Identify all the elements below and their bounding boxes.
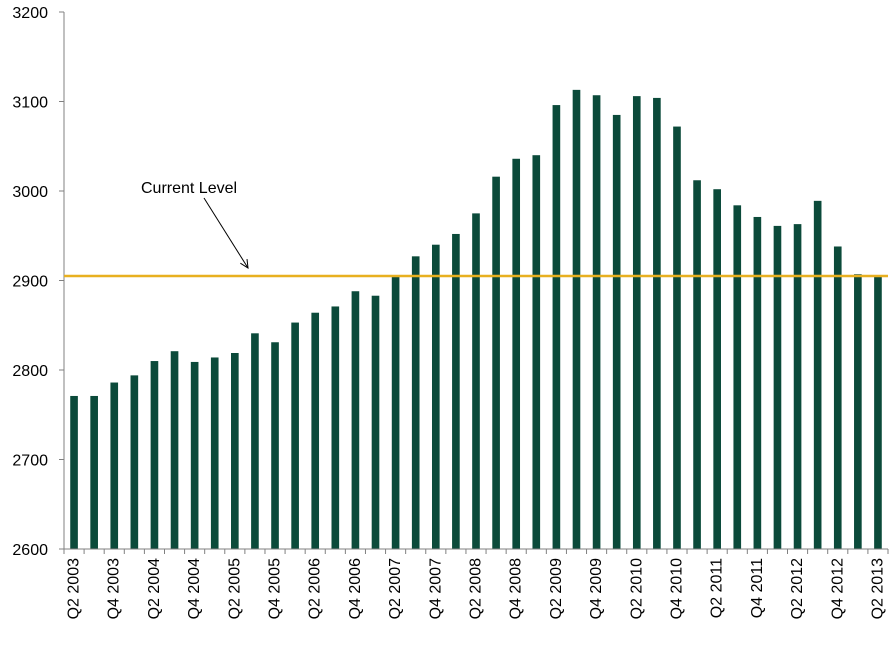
- y-tick-label-2900: 2900: [12, 274, 48, 291]
- x-tick-label-q2-2010: Q2 2010: [628, 558, 645, 619]
- y-tick-label-3200: 3200: [12, 5, 48, 22]
- bar-q3-2003: [90, 395, 98, 549]
- bar-q1-2004: [130, 375, 139, 549]
- bar-q4-2004: [190, 361, 199, 549]
- x-tick-label-q2-2003: Q2 2003: [66, 558, 83, 619]
- bar-q1-2012: [773, 225, 782, 549]
- x-axis: Q2 2003 Q4 2003 Q2 2004 Q4 2004 Q2 2005 Q4 20…: [63, 548, 889, 619]
- bar-q4-2012: [833, 246, 842, 550]
- x-tick-label-q4-2004: Q4 2004: [186, 558, 203, 619]
- x-tick-label-q2-2012: Q2 2012: [789, 558, 806, 619]
- bar-q2-2009: [552, 105, 561, 549]
- y-tick-label-2800: 2800: [12, 363, 48, 380]
- x-tick-label-q2-2004: Q2 2004: [146, 558, 163, 619]
- bar-q1-2006: [291, 322, 299, 549]
- bar-q2-2004: [150, 361, 159, 549]
- bar-q4-2007: [431, 244, 440, 549]
- x-tick-label-q2-2013: Q2 2013: [869, 558, 886, 619]
- x-tick-label-q2-2006: Q2 2006: [307, 558, 324, 619]
- bar-q2-2010: [632, 96, 641, 549]
- bar-q4-2011: [753, 216, 762, 549]
- bar-q2-2006: [311, 312, 320, 549]
- x-tick-label-q2-2005: Q2 2005: [226, 558, 243, 619]
- annotation-arrow: [203, 197, 249, 269]
- y-tick-label-2700: 2700: [12, 453, 48, 470]
- bar-q1-2010: [612, 114, 621, 550]
- bar-q4-2009: [592, 95, 601, 550]
- bar-q4-2010: [673, 126, 681, 549]
- bar-q1-2013: [854, 274, 862, 549]
- x-tick-label-q2-2008: Q2 2008: [468, 558, 485, 619]
- y-tick-label-3000: 3000: [12, 184, 48, 201]
- reference-line-group: Current Level: [64, 180, 888, 278]
- bar-q3-2011: [733, 205, 742, 549]
- x-tick-label-q2-2007: Q2 2007: [387, 558, 404, 619]
- bar-q3-2010: [653, 97, 661, 550]
- x-tick-label-q2-2009: Q2 2009: [548, 558, 565, 619]
- bar-q3-2012: [813, 200, 822, 549]
- y-tick-label-2600: 2600: [12, 542, 48, 559]
- x-tick-label-q4-2005: Q4 2005: [267, 558, 284, 619]
- bar-q3-2006: [331, 306, 340, 549]
- arrowhead-icon: [240, 259, 249, 269]
- x-tick-label-q4-2007: Q4 2007: [427, 558, 444, 619]
- current-level-label: Current Level: [141, 180, 237, 197]
- bar-q2-2013: [874, 276, 882, 549]
- bar-q1-2007: [371, 295, 380, 549]
- bar-q1-2008: [452, 233, 460, 549]
- x-tick-label-q4-2003: Q4 2003: [106, 558, 123, 619]
- bar-q2-2003: [70, 395, 78, 549]
- bar-q3-2004: [170, 351, 179, 549]
- x-tick-label-q4-2012: Q4 2012: [829, 558, 846, 619]
- bar-q1-2005: [210, 357, 219, 549]
- x-tick-label-q2-2011: Q2 2011: [709, 558, 726, 618]
- x-tick-label-q4-2011: Q4 2011: [749, 558, 766, 618]
- x-tick-label-q4-2006: Q4 2006: [347, 558, 364, 619]
- bar-q3-2007: [411, 256, 420, 549]
- bar-q1-2009: [532, 155, 541, 549]
- bar-q1-2011: [693, 180, 701, 549]
- bar-q4-2008: [512, 158, 521, 549]
- bar-q2-2005: [231, 353, 239, 549]
- bar-q2-2011: [713, 189, 721, 549]
- bar-q2-2012: [793, 224, 802, 549]
- x-tick-label-q4-2010: Q4 2010: [668, 558, 685, 619]
- bar-q4-2003: [110, 382, 119, 549]
- bar-q4-2005: [271, 342, 279, 549]
- y-tick-label-3100: 3100: [12, 95, 48, 112]
- bar-q4-2006: [351, 291, 360, 549]
- bar-q3-2008: [492, 176, 500, 549]
- x-tick-label-q4-2008: Q4 2008: [508, 558, 525, 619]
- bar-q3-2005: [251, 333, 259, 549]
- bar-q3-2009: [572, 89, 581, 550]
- y-axis: 2600 2700 2800 2900 3000 3100 3200: [12, 5, 65, 559]
- bar-q2-2008: [472, 213, 480, 550]
- bars-group: [70, 89, 882, 550]
- bar-q2-2007: [391, 276, 400, 549]
- x-tick-label-q4-2009: Q4 2009: [588, 558, 605, 619]
